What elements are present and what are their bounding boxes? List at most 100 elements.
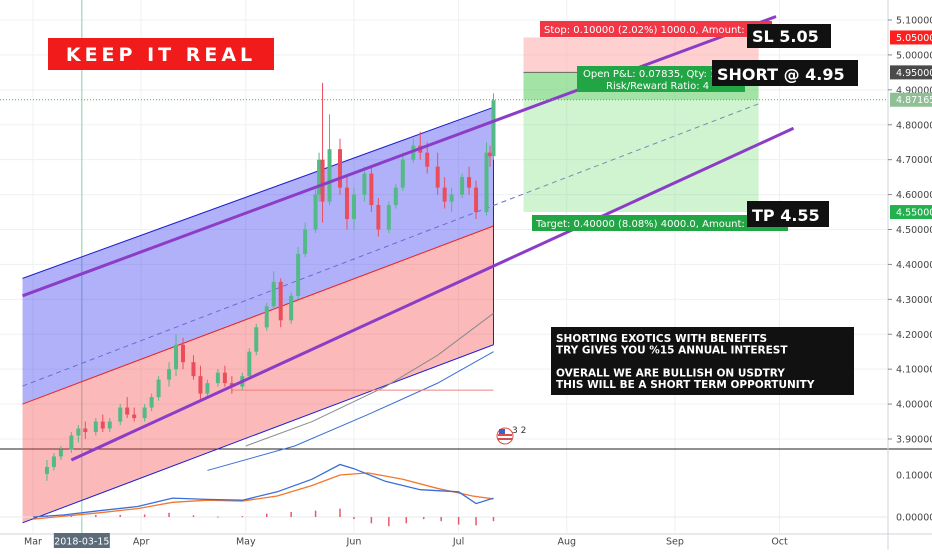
title-banner: KEEP IT REAL (48, 38, 274, 70)
candle-body-12 (142, 407, 147, 419)
channel-mid-line (22, 225, 494, 405)
candle-body-49 (435, 166, 440, 188)
candle-body-33 (313, 194, 318, 230)
candle-body-22 (222, 372, 227, 384)
target-label-group: Target: 0.40000 (8.08%) 4000.0, Amount: … (532, 215, 788, 231)
short-annotation: SHORT @ 4.95 (717, 65, 845, 84)
candle-body-34 (317, 159, 322, 195)
price-badge-1: 4.95000 (890, 65, 932, 80)
price-badge-bg-2 (890, 92, 932, 107)
event-badge[interactable]: 3 2 (496, 426, 526, 445)
candle-body-42 (376, 205, 381, 230)
target-label-bg (532, 215, 788, 231)
candle-body-54 (474, 187, 479, 213)
macd-histogram-bar-6 (192, 515, 195, 517)
price-badge-bg-0 (890, 30, 932, 45)
note-box-bg (551, 327, 854, 395)
note-line-3: OVERALL WE ARE BULLISH ON USDTRY (556, 368, 785, 380)
page-title: KEEP IT REAL (66, 44, 256, 66)
macd-histogram-bar-20 (475, 517, 477, 526)
price-tick-label-6: 4.50000 (896, 225, 932, 236)
macd-histogram-bar-15 (388, 517, 390, 527)
sl-annotation-group: SL 5.05 (747, 24, 831, 48)
price-tick-label-0: 5.10000 (896, 16, 932, 27)
time-label-0: Mar (24, 537, 42, 548)
candle-body-51 (449, 194, 454, 202)
candle-body-46 (411, 145, 416, 160)
macd-pane (0, 463, 888, 527)
candle-body-4 (76, 428, 81, 436)
time-label-3: May (236, 537, 256, 548)
candle-body-45 (400, 159, 405, 188)
candle-body-2 (58, 449, 63, 457)
candle-body-25 (247, 351, 252, 377)
candle-body-16 (174, 344, 179, 370)
candle-body-57 (491, 100, 496, 157)
macd-histogram-bar-12 (339, 508, 341, 517)
candle-body-8 (107, 421, 112, 429)
macd-histogram-bar-21 (492, 517, 495, 522)
macd-histogram-bar-5 (168, 512, 170, 517)
macd-histogram-bar-9 (265, 513, 268, 517)
price-tick-label-2: 4.90000 (896, 85, 932, 96)
tp-annotation-group: TP 4.55 (747, 201, 829, 227)
trend-lines[interactable] (22, 15, 795, 462)
tp-annotation: TP 4.55 (752, 206, 820, 225)
macd-tick-label-0: 0.10000 (896, 471, 932, 482)
candle-body-35 (320, 159, 325, 202)
macd-histogram-bar-14 (370, 517, 373, 524)
macd-histogram-bar-17 (422, 517, 425, 520)
candle-body-43 (386, 205, 391, 230)
price-tick-label-10: 4.10000 (896, 365, 932, 376)
macd-histogram-bar-1 (70, 515, 73, 517)
macd-histogram-bar-8 (241, 516, 244, 518)
macd-tick-label-1: 0.00000 (896, 513, 932, 524)
candle-body-53 (467, 177, 472, 188)
price-badge-2: 4.87165 (890, 92, 932, 107)
price-tick-label-3: 4.80000 (896, 120, 932, 131)
price-badge-label-1: 4.95000 (896, 68, 932, 79)
tp-annotation-bg (747, 201, 829, 227)
channel-lower-line (22, 344, 494, 524)
macd-signal-line (32, 472, 494, 520)
flag-stripe-1 (498, 434, 512, 436)
price-badge-bg-1 (890, 65, 932, 80)
candle-body-18 (191, 362, 196, 377)
title-banner-bg (48, 38, 274, 70)
candle-body-50 (442, 187, 447, 202)
channel-upper-line (22, 106, 494, 279)
price-tick-label-12: 3.90000 (896, 435, 932, 446)
candle-body-28 (271, 281, 276, 307)
note-line-4: THIS WILL BE A SHORT TERM OPPORTUNITY (556, 379, 815, 391)
rr-label: Risk/Reward Ratio: 4 (606, 81, 709, 92)
price-badge-label-2: 4.87165 (896, 95, 932, 106)
trend-line-1[interactable] (70, 126, 795, 462)
candle-body-38 (344, 187, 349, 220)
stop-label-group: Stop: 0.10000 (2.02%) 1000.0, Amount: 99… (540, 21, 773, 37)
moving-average-0 (245, 312, 494, 447)
candle-body-55 (484, 152, 489, 213)
macd-histogram-bar-13 (353, 517, 355, 520)
candle-body-3 (69, 435, 74, 450)
macd-line (32, 463, 494, 518)
candle-body-6 (93, 421, 98, 433)
price-tick-label-7: 4.40000 (896, 260, 932, 271)
candle-body-52 (460, 177, 465, 195)
channel-upper-fill (22, 107, 494, 405)
price-tick-label-11: 4.00000 (896, 400, 932, 411)
candle-body-0 (44, 466, 49, 474)
candles (44, 82, 496, 481)
candle-body-5 (83, 428, 88, 433)
candle-body-17 (181, 344, 186, 363)
time-label-1: 2018-03-15 (54, 537, 109, 548)
candle-body-10 (125, 407, 130, 415)
trend-line-0[interactable] (22, 15, 777, 298)
candle-body-30 (289, 295, 294, 321)
candle-body-40 (362, 173, 367, 195)
candle-body-20 (205, 383, 210, 394)
flag-canton (499, 429, 505, 434)
time-label-4: Jun (346, 537, 362, 548)
